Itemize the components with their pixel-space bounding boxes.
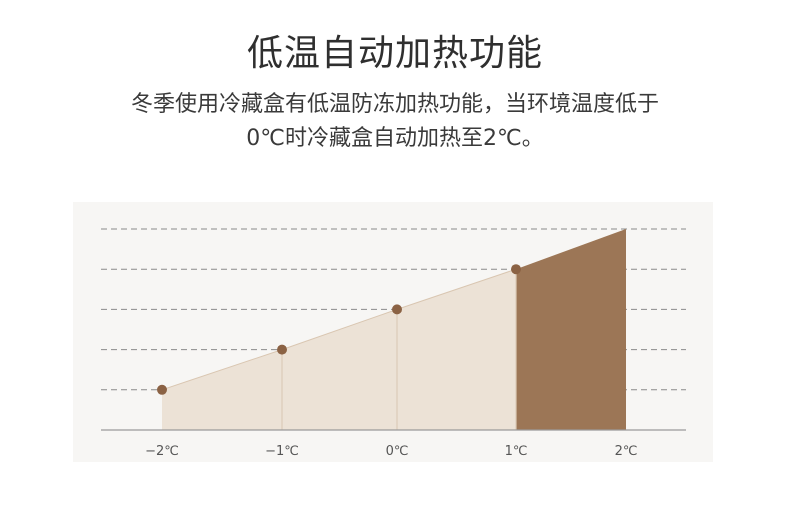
x-tick-label: 2℃ bbox=[615, 444, 638, 459]
x-tick-label: −1℃ bbox=[265, 444, 299, 459]
area-layer bbox=[161, 229, 626, 430]
area-line bbox=[161, 268, 517, 391]
markers bbox=[157, 264, 521, 395]
x-tick-label: 1℃ bbox=[505, 444, 528, 459]
data-point bbox=[392, 304, 402, 315]
description: 冬季使用冷藏盒有低温防冻加热功能，当环境温度低于 0℃时冷藏盒自动加热至2℃。 bbox=[0, 88, 790, 156]
highlight-area bbox=[516, 229, 626, 430]
page-title: 低温自动加热功能 bbox=[246, 33, 543, 74]
drop-lines bbox=[281, 269, 517, 430]
x-tick-labels: −2℃ −1℃ 0℃ 1℃ 2℃ bbox=[145, 444, 637, 459]
data-point bbox=[277, 344, 287, 355]
data-point bbox=[511, 264, 521, 275]
x-tick-label: −2℃ bbox=[145, 444, 179, 459]
description-line-1: 冬季使用冷藏盒有低温防冻加热功能，当环境温度低于 bbox=[130, 92, 659, 117]
description-line-2: 0℃时冷藏盒自动加热至2℃。 bbox=[246, 126, 544, 151]
x-tick-label: 0℃ bbox=[386, 444, 409, 459]
area-fill bbox=[162, 229, 626, 430]
data-point bbox=[157, 384, 167, 395]
